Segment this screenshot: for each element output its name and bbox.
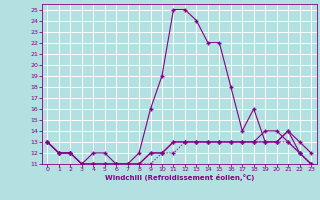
X-axis label: Windchill (Refroidissement éolien,°C): Windchill (Refroidissement éolien,°C) <box>105 174 254 181</box>
